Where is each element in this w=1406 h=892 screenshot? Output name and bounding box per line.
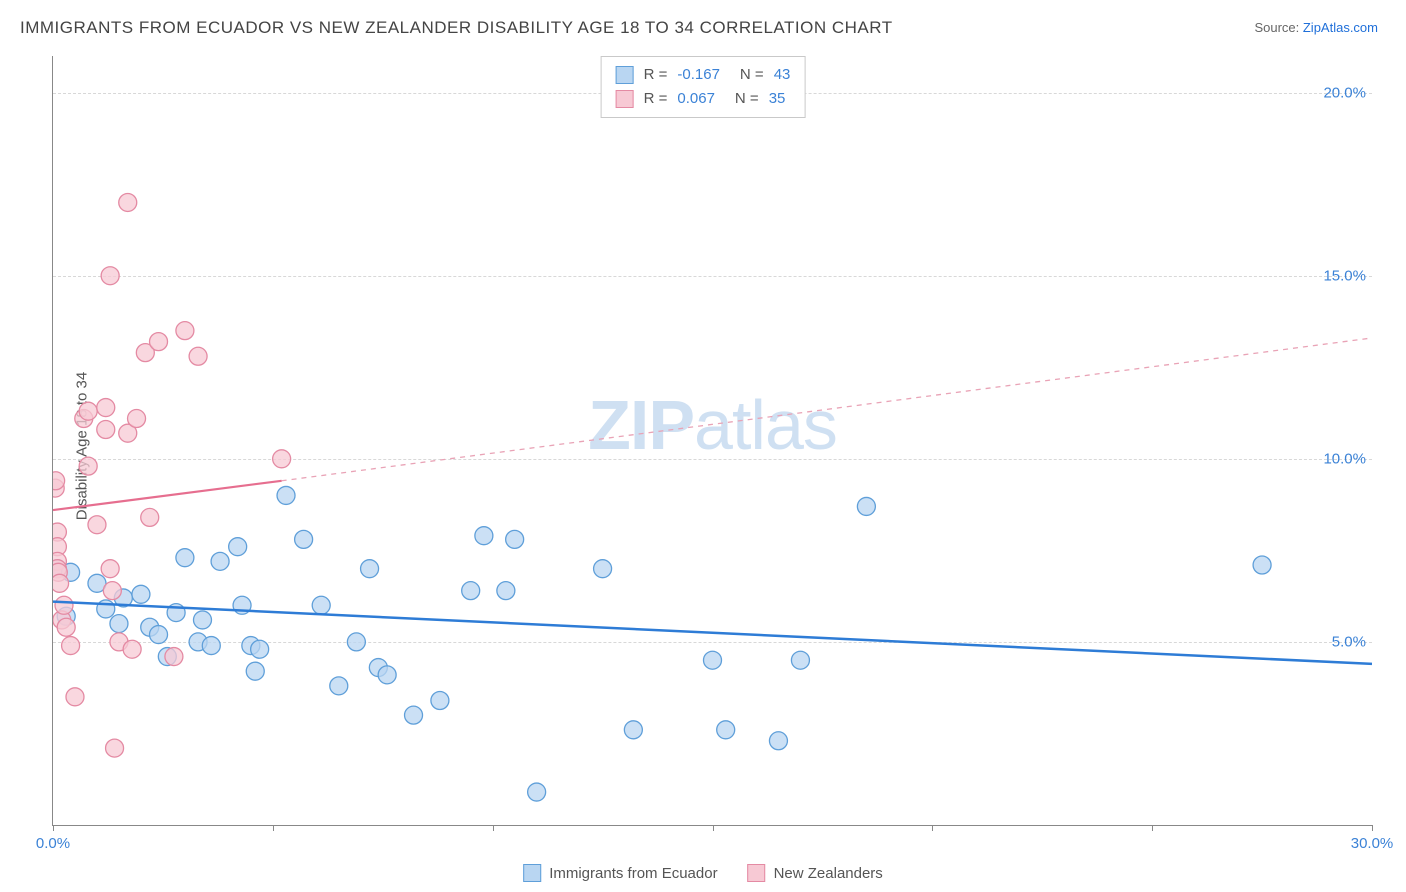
legend-label: New Zealanders (774, 865, 883, 882)
legend-swatch (616, 66, 634, 84)
source-prefix: Source: (1254, 20, 1302, 35)
r-value: 0.067 (677, 87, 715, 111)
y-tick-label: 5.0% (1332, 633, 1366, 650)
n-label: N = (735, 87, 759, 111)
x-tick (1152, 825, 1153, 831)
legend-label: Immigrants from Ecuador (549, 865, 717, 882)
watermark: ZIPatlas (588, 385, 837, 465)
n-label: N = (740, 63, 764, 87)
source-link[interactable]: ZipAtlas.com (1303, 20, 1378, 35)
legend-swatch (616, 90, 634, 108)
x-tick-label: 30.0% (1351, 835, 1394, 852)
watermark-zip: ZIP (588, 386, 694, 464)
x-tick (493, 825, 494, 831)
legend-swatch (748, 864, 766, 882)
x-tick-label: 0.0% (36, 835, 70, 852)
y-tick-label: 10.0% (1323, 450, 1366, 467)
legend-item: Immigrants from Ecuador (523, 864, 717, 882)
plot-area: ZIPatlas 5.0%10.0%15.0%20.0%0.0%30.0% (52, 56, 1372, 826)
legend-row: R = -0.167 N = 43 (616, 63, 791, 87)
n-value: 43 (774, 63, 791, 87)
chart-svg (53, 56, 1372, 825)
legend-item: New Zealanders (748, 864, 883, 882)
correlation-legend: R =-0.167N =43R =0.067N =35 (601, 56, 806, 118)
series-legend: Immigrants from Ecuador New Zealanders (523, 864, 883, 882)
gridline (53, 642, 1372, 643)
r-label: R = (644, 87, 668, 111)
watermark-atlas: atlas (694, 386, 837, 464)
gridline (53, 459, 1372, 460)
x-tick (53, 825, 54, 831)
legend-row: R = 0.067 N = 35 (616, 87, 791, 111)
r-value: -0.167 (677, 63, 720, 87)
x-tick (932, 825, 933, 831)
x-tick (273, 825, 274, 831)
source-attribution: Source: ZipAtlas.com (1254, 20, 1378, 35)
x-tick (1372, 825, 1373, 831)
legend-swatch (523, 864, 541, 882)
gridline (53, 276, 1372, 277)
y-tick-label: 20.0% (1323, 84, 1366, 101)
n-value: 35 (769, 87, 786, 111)
y-tick-label: 15.0% (1323, 267, 1366, 284)
r-label: R = (644, 63, 668, 87)
chart-title: IMMIGRANTS FROM ECUADOR VS NEW ZEALANDER… (20, 18, 893, 38)
x-tick (713, 825, 714, 831)
